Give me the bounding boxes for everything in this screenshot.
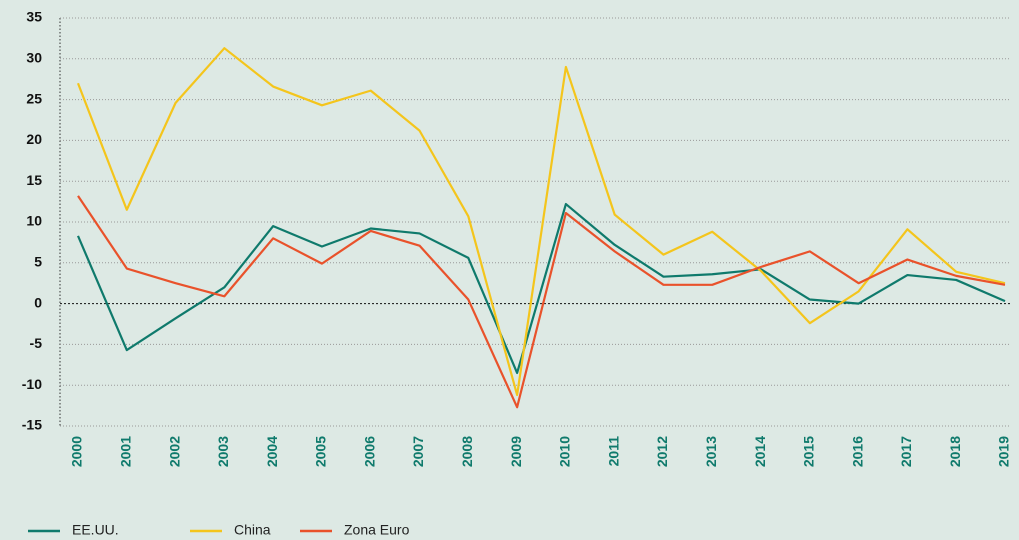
y-tick-label: 0 (34, 294, 42, 310)
x-tick-label: 2016 (849, 436, 865, 467)
y-tick-label: 30 (26, 50, 42, 66)
y-tick-label: 25 (26, 90, 42, 106)
x-tick-label: 2013 (703, 436, 719, 467)
x-tick-label: 2015 (801, 436, 817, 467)
x-tick-label: 2004 (264, 436, 280, 467)
x-tick-label: 2018 (947, 436, 963, 467)
legend-label: Zona Euro (344, 522, 410, 538)
x-tick-label: 2007 (410, 436, 426, 467)
x-tick-label: 2006 (361, 436, 377, 467)
series-line (77, 195, 1006, 409)
x-tick-label: 2019 (996, 436, 1012, 467)
x-tick-label: 2000 (69, 436, 85, 467)
x-tick-label: 2002 (166, 436, 182, 467)
x-tick-label: 2011 (605, 436, 621, 467)
y-tick-label: 15 (26, 172, 42, 188)
x-tick-label: 2017 (898, 436, 914, 467)
x-tick-label: 2014 (752, 436, 768, 467)
x-tick-label: 2010 (557, 436, 573, 467)
x-tick-label: 2003 (215, 436, 231, 467)
y-tick-label: 35 (26, 9, 42, 25)
y-tick-label: 5 (34, 254, 42, 270)
y-tick-label: 20 (26, 131, 42, 147)
y-tick-label: -5 (30, 335, 43, 351)
legend-label: China (234, 522, 271, 538)
y-tick-label: -10 (22, 376, 42, 392)
x-tick-label: 2008 (459, 436, 475, 467)
series-line (76, 47, 1006, 397)
series-line (76, 202, 1006, 375)
legend-label: EE.UU. (72, 522, 119, 538)
x-tick-label: 2009 (508, 436, 524, 467)
y-tick-label: 10 (26, 213, 42, 229)
x-tick-label: 2012 (654, 436, 670, 467)
x-tick-label: 2005 (313, 436, 329, 467)
y-tick-label: -15 (22, 417, 42, 433)
x-tick-label: 2001 (117, 436, 133, 467)
